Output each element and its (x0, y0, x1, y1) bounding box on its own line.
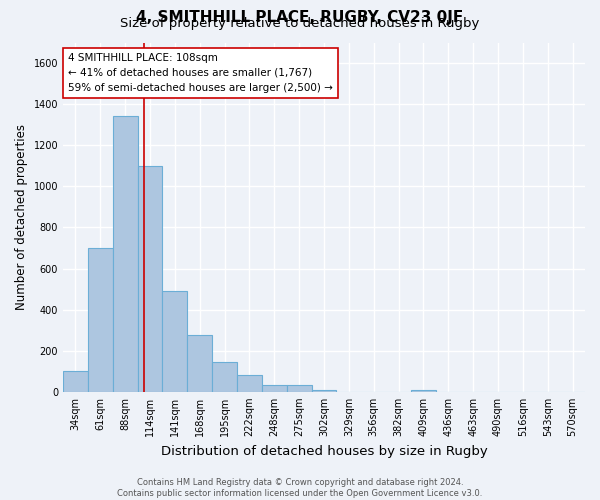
Bar (88, 248, 113, 392)
Bar (287, 384, 311, 392)
Bar (311, 390, 337, 392)
Bar (163, 291, 187, 392)
Bar (262, 384, 287, 392)
Bar (411, 390, 436, 392)
Bar (212, 362, 237, 392)
Bar (63, 372, 88, 392)
X-axis label: Distribution of detached houses by size in Rugby: Distribution of detached houses by size … (161, 444, 487, 458)
Bar (113, 116, 137, 392)
Text: 4 SMITHHILL PLACE: 108sqm
← 41% of detached houses are smaller (1,767)
59% of se: 4 SMITHHILL PLACE: 108sqm ← 41% of detac… (68, 53, 333, 92)
Bar (137, 166, 163, 392)
Text: Size of property relative to detached houses in Rugby: Size of property relative to detached ho… (121, 18, 479, 30)
Y-axis label: Number of detached properties: Number of detached properties (15, 124, 28, 310)
Text: Contains HM Land Registry data © Crown copyright and database right 2024.
Contai: Contains HM Land Registry data © Crown c… (118, 478, 482, 498)
Bar (237, 376, 262, 392)
Text: 4, SMITHHILL PLACE, RUGBY, CV23 0JF: 4, SMITHHILL PLACE, RUGBY, CV23 0JF (136, 10, 464, 25)
Bar (187, 336, 212, 392)
